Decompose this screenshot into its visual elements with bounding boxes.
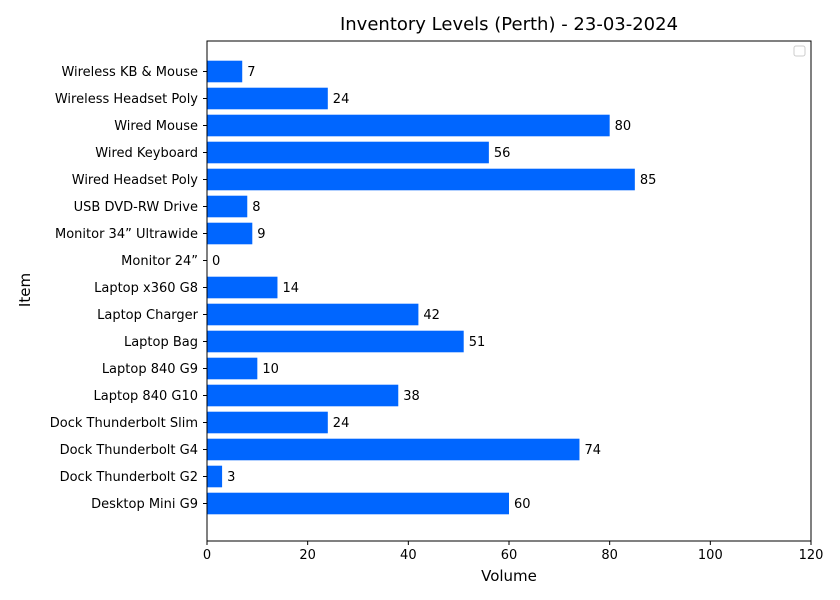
data-label: 14 bbox=[282, 281, 299, 296]
data-label: 85 bbox=[640, 173, 657, 188]
y-tick-label: Wired Keyboard bbox=[95, 146, 198, 161]
data-label: 80 bbox=[615, 119, 632, 134]
bar bbox=[207, 384, 399, 407]
bar bbox=[207, 60, 243, 83]
y-tick-label: Wireless KB & Mouse bbox=[61, 65, 198, 80]
bar bbox=[207, 438, 580, 461]
data-label: 7 bbox=[247, 65, 255, 80]
x-tick-label: 100 bbox=[698, 548, 723, 563]
y-tick-label: Laptop x360 G8 bbox=[94, 281, 198, 296]
data-label: 24 bbox=[333, 92, 350, 107]
bar bbox=[207, 195, 248, 218]
x-axis-label: Volume bbox=[481, 567, 537, 585]
bar bbox=[207, 330, 464, 353]
bar bbox=[207, 357, 258, 380]
y-tick-label: Laptop Bag bbox=[124, 335, 198, 350]
data-label: 74 bbox=[584, 443, 601, 458]
legend-box bbox=[793, 45, 806, 57]
plot-area: Desktop Mini G9 60 Dock Thunderbolt G2 3 Doc… bbox=[50, 40, 824, 563]
data-label: 38 bbox=[403, 389, 420, 404]
x-tick-label: 120 bbox=[799, 548, 824, 563]
data-label: 56 bbox=[494, 146, 511, 161]
y-tick-label: Dock Thunderbolt G2 bbox=[60, 470, 198, 485]
bar bbox=[207, 492, 509, 515]
bar bbox=[207, 411, 328, 434]
bar bbox=[207, 114, 610, 137]
data-label: 24 bbox=[333, 416, 350, 431]
bar bbox=[207, 465, 223, 488]
data-label: 9 bbox=[257, 227, 265, 242]
bar bbox=[207, 222, 253, 245]
x-tick-label: 80 bbox=[601, 548, 618, 563]
y-tick-label: Dock Thunderbolt G4 bbox=[60, 443, 198, 458]
y-tick-label: USB DVD-RW Drive bbox=[74, 200, 198, 215]
y-tick-label: Wired Headset Poly bbox=[72, 173, 199, 188]
y-tick-label: Wired Mouse bbox=[114, 119, 198, 134]
data-label: 10 bbox=[262, 362, 279, 377]
bar bbox=[207, 276, 278, 299]
bar bbox=[207, 141, 489, 164]
bar bbox=[207, 303, 419, 326]
y-tick-label: Laptop 840 G10 bbox=[94, 389, 198, 404]
y-tick-label: Laptop 840 G9 bbox=[102, 362, 198, 377]
x-tick-label: 20 bbox=[299, 548, 316, 563]
y-tick-label: Desktop Mini G9 bbox=[91, 497, 198, 512]
chart-title: Inventory Levels (Perth) - 23-03-2024 bbox=[340, 14, 678, 35]
y-tick-label: Dock Thunderbolt Slim bbox=[50, 416, 198, 431]
y-tick-label: Monitor 34” Ultrawide bbox=[55, 227, 198, 242]
y-tick-label: Monitor 24” bbox=[121, 254, 198, 269]
data-label: 0 bbox=[212, 254, 220, 269]
x-tick-label: 0 bbox=[203, 548, 211, 563]
x-tick-label: 60 bbox=[501, 548, 518, 563]
x-tick-label: 40 bbox=[400, 548, 417, 563]
data-label: 51 bbox=[469, 335, 486, 350]
data-label: 42 bbox=[423, 308, 440, 323]
data-label: 8 bbox=[252, 200, 260, 215]
y-tick-label: Wireless Headset Poly bbox=[55, 92, 198, 107]
bar bbox=[207, 168, 635, 191]
y-tick-label: Laptop Charger bbox=[97, 308, 199, 323]
bar bbox=[207, 87, 328, 110]
data-label: 3 bbox=[227, 470, 235, 485]
y-axis-label: Item bbox=[16, 273, 34, 307]
plot-frame bbox=[206, 40, 812, 542]
data-label: 60 bbox=[514, 497, 531, 512]
